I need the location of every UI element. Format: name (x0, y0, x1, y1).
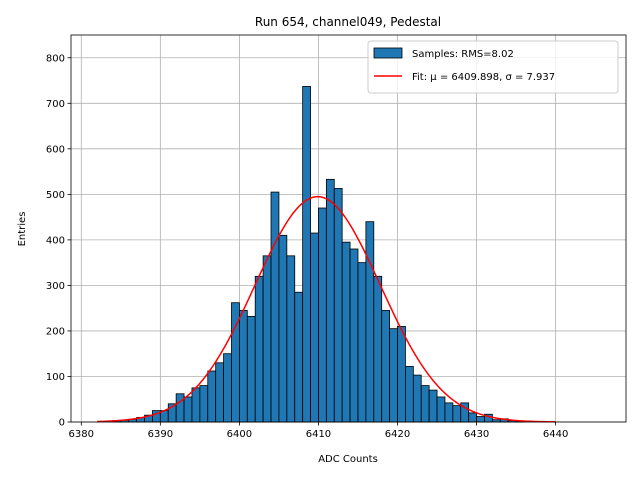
y-tick-label: 300 (46, 281, 65, 292)
x-tick-label: 6410 (306, 429, 331, 440)
histogram-bars (112, 86, 525, 423)
histogram-bar (444, 402, 454, 423)
histogram-bar (428, 389, 438, 423)
y-tick-label: 0 (59, 418, 65, 429)
x-tick-label: 6390 (148, 429, 173, 440)
histogram-bar (302, 86, 311, 423)
histogram-bar (262, 255, 272, 423)
legend-box (367, 40, 619, 94)
histogram-bar (468, 412, 477, 423)
y-tick-label: 600 (46, 144, 65, 155)
histogram-bar (270, 191, 280, 423)
histogram-bar (223, 353, 232, 423)
y-axis-ticks: 0 100 200 300 400 500 600 700 800 (46, 53, 71, 429)
histogram-bar (310, 232, 319, 423)
y-tick-label: 500 (46, 190, 65, 201)
histogram-bar (246, 315, 256, 423)
histogram-bar (412, 374, 422, 423)
histogram-bar (357, 262, 367, 423)
histogram-bar (373, 275, 383, 423)
histogram-bar (191, 387, 201, 423)
histogram-bar (278, 234, 288, 423)
histogram-bar (294, 291, 304, 423)
histogram-bar (183, 396, 193, 423)
histogram-bar (405, 366, 414, 423)
chart-title: Run 654, channel049, Pedestal (255, 15, 441, 29)
histogram-bar (207, 370, 217, 423)
histogram-bar (325, 178, 335, 423)
histogram-bar (349, 248, 359, 423)
histogram-bar (238, 310, 248, 423)
histogram-bar (341, 241, 351, 423)
histogram-bar (436, 396, 446, 423)
histogram-bar (286, 255, 296, 423)
x-tick-label: 6400 (227, 429, 252, 440)
histogram-bar (365, 221, 375, 423)
histogram-bar (215, 362, 224, 423)
histogram-bar (175, 393, 185, 423)
y-tick-label: 800 (46, 53, 65, 64)
x-tick-label: 6380 (69, 429, 94, 440)
x-tick-label: 6440 (543, 429, 568, 440)
histogram-bar (254, 275, 264, 423)
histogram-bar (452, 405, 462, 423)
plot-frame (70, 34, 627, 423)
y-axis-label: Entries (17, 212, 28, 247)
fit-curve (97, 195, 556, 423)
histogram-bar (333, 188, 343, 423)
x-axis-ticks: 6380 6390 6400 6410 6420 6430 6440 (69, 422, 568, 440)
y-tick-label: 400 (46, 235, 65, 246)
x-tick-label: 6430 (464, 429, 489, 440)
legend-samples-label: Samples: RMS=8.02 (412, 49, 514, 60)
y-tick-label: 200 (46, 326, 65, 337)
legend-fit-label: Fit: μ = 6409.898, σ = 7.937 (412, 72, 555, 83)
y-tick-label: 100 (46, 372, 65, 383)
legend-samples-swatch (373, 47, 403, 59)
histogram-bar (389, 328, 398, 423)
x-axis-label: ADC Counts (318, 454, 378, 465)
legend: Samples: RMS=8.02 Fit: μ = 6409.898, σ =… (367, 40, 619, 94)
y-tick-label: 700 (46, 99, 65, 110)
histogram-bar (420, 385, 430, 423)
histogram-bar (199, 385, 209, 423)
x-tick-label: 6420 (385, 429, 410, 440)
histogram-bar (318, 207, 327, 423)
histogram-bar (397, 325, 406, 423)
histogram-bar (381, 310, 391, 423)
histogram-bar (476, 416, 485, 423)
